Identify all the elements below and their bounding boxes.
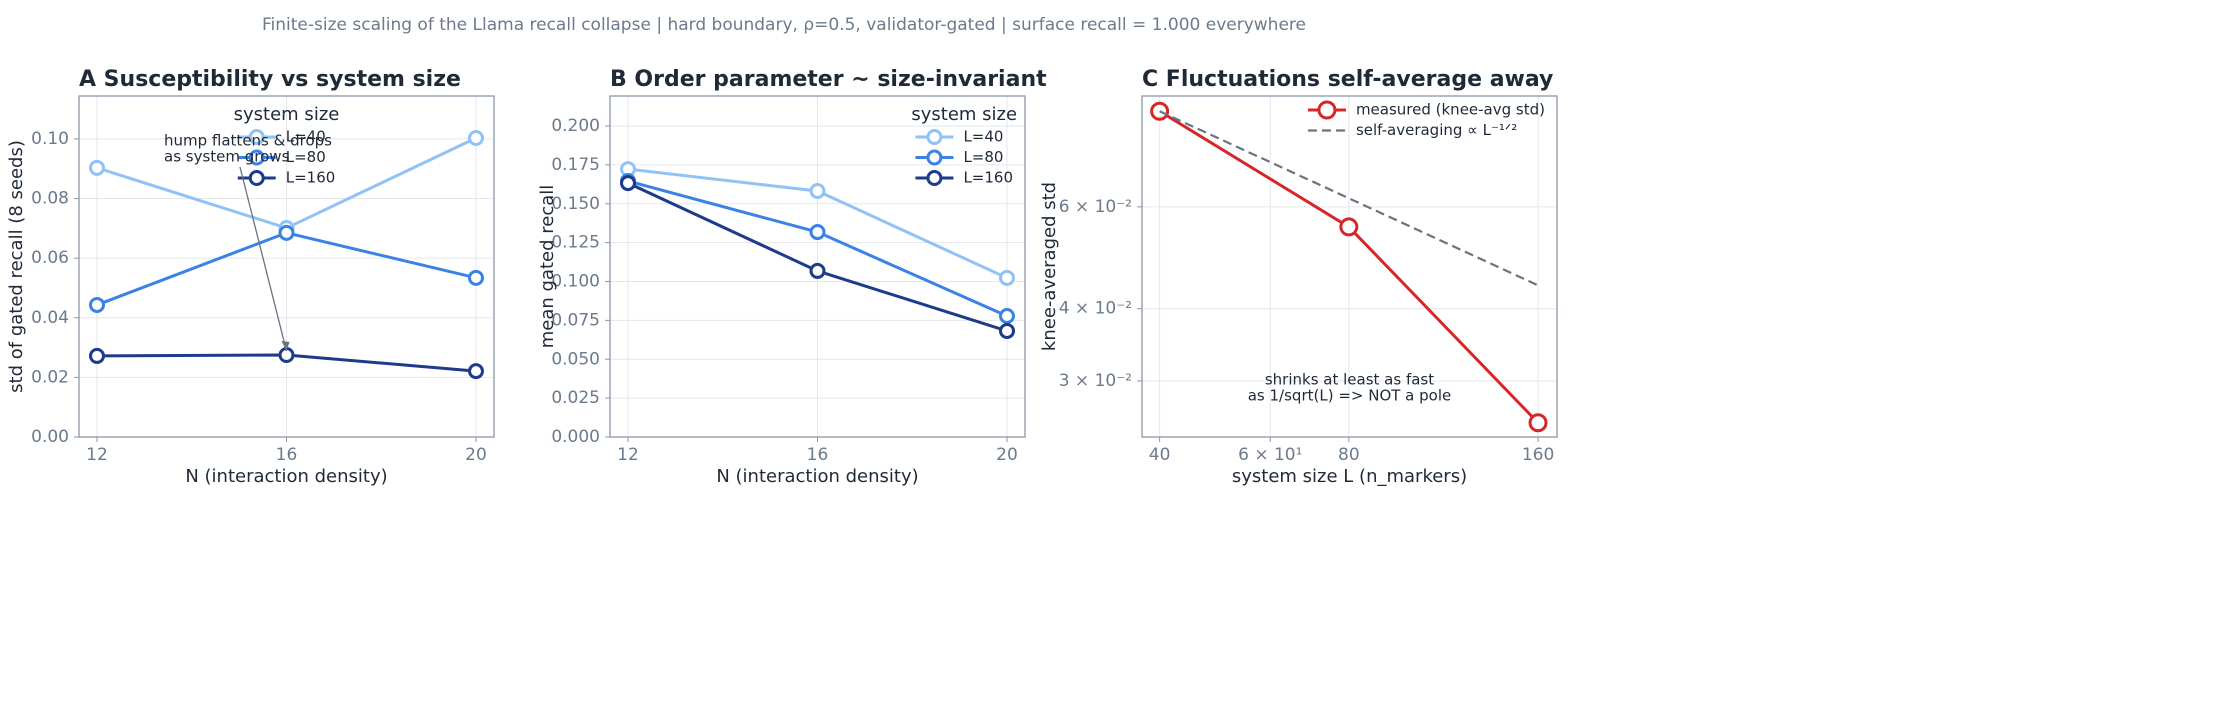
x-tick-label: 16 — [807, 445, 829, 465]
x-tick-label: 160 — [1522, 445, 1554, 465]
data-point — [89, 296, 106, 313]
x-tick-label: 20 — [996, 445, 1018, 465]
y-axis-label: mean gated recall — [537, 185, 558, 349]
y-tick-label: 0.10 — [31, 129, 69, 149]
y-tick-label: 0.025 — [551, 388, 600, 408]
y-tick-label: 0.02 — [31, 367, 69, 387]
data-point — [809, 183, 826, 200]
annotation: as 1/sqrt(L) => NOT a pole — [1248, 387, 1452, 405]
y-tick-label: 0.100 — [551, 272, 600, 292]
legend-marker — [926, 170, 943, 186]
axes-frame — [78, 95, 495, 438]
axes-frame — [1141, 95, 1558, 438]
legend: L=40 L=80 L=160 system size — [234, 104, 340, 187]
legend-label: L=80 — [286, 148, 326, 166]
annotation-arrowhead — [281, 341, 290, 352]
y-tick-label: 6 × 10⁻² — [1059, 197, 1132, 217]
panel-title: C Fluctuations self-average away — [1142, 67, 1553, 92]
legend-label: L=80 — [963, 148, 1003, 166]
y-tick-label: 0.050 — [551, 349, 600, 369]
legend: measured (knee-avg std) self-averaging ∝ … — [1307, 100, 1545, 139]
y-tick-label: 0.150 — [551, 194, 600, 214]
y-tick-label: 0.175 — [551, 155, 600, 175]
data-point — [89, 347, 106, 364]
x-axis-label: system size L (n_markers) — [1232, 466, 1467, 487]
y-tick-label: 0.06 — [31, 248, 69, 268]
x-axis-label: N (interaction density) — [185, 466, 387, 487]
x-axis-label: N (interaction density) — [716, 466, 918, 487]
legend-marker — [248, 149, 265, 166]
data-point — [1528, 413, 1548, 433]
x-tick-label: 40 — [1149, 445, 1171, 465]
annotation: as system grows — [164, 148, 290, 166]
legend-label: L=40 — [963, 128, 1003, 146]
y-tick-label: 4 × 10⁻² — [1059, 299, 1132, 319]
x-tick-label: 6 × 10¹ — [1238, 445, 1302, 465]
y-tick-label: 0.075 — [551, 310, 600, 330]
legend-marker — [1317, 100, 1337, 120]
x-tick-label: 12 — [617, 445, 639, 465]
data-point — [809, 262, 826, 279]
legend-label: measured (knee-avg std) — [1356, 101, 1545, 119]
data-point — [998, 322, 1015, 339]
data-point — [1339, 217, 1359, 237]
annotation: hump flattens & drops — [164, 132, 332, 150]
data-point — [809, 224, 826, 241]
legend-label: L=40 — [286, 128, 326, 146]
y-axis-label: std of gated recall (8 seeds) — [6, 140, 27, 393]
x-tick-label: 12 — [86, 445, 108, 465]
legend-label: self-averaging ∝ L⁻¹ᐟ² — [1356, 121, 1517, 139]
y-tick-label: 0.000 — [551, 427, 600, 447]
data-point — [467, 363, 484, 380]
y-tick-label: 0.08 — [31, 189, 69, 209]
legend-marker — [248, 170, 265, 186]
annotation-arrow — [239, 166, 288, 352]
y-tick-label: 3 × 10⁻² — [1059, 371, 1132, 391]
legend-marker — [248, 129, 265, 145]
figure-title: Finite-size scaling of the Llama recall … — [262, 15, 1306, 35]
data-point — [467, 130, 484, 147]
annotation: shrinks at least as fast — [1265, 371, 1434, 389]
data-point — [998, 308, 1015, 325]
y-tick-label: 0.200 — [551, 116, 600, 136]
data-point — [620, 175, 637, 192]
legend-marker — [926, 129, 943, 145]
data-point — [278, 224, 295, 241]
y-tick-label: 0.125 — [551, 233, 600, 253]
axes-frame — [609, 95, 1026, 438]
data-point — [998, 269, 1015, 286]
legend-label: L=160 — [286, 169, 336, 187]
data-point — [467, 269, 484, 286]
x-tick-label: 16 — [276, 445, 298, 465]
y-tick-label: 0.00 — [31, 427, 69, 447]
data-point — [89, 159, 106, 176]
panel-title: A Susceptibility vs system size — [79, 67, 461, 92]
y-tick-label: 0.04 — [31, 308, 69, 328]
legend-marker — [926, 149, 943, 166]
y-axis-label: knee-averaged std — [1039, 182, 1060, 351]
x-tick-label: 80 — [1338, 445, 1360, 465]
panel-title: B Order parameter ~ size-invariant — [610, 67, 1047, 92]
x-tick-label: 20 — [465, 445, 487, 465]
legend: L=40 L=80 L=160 system size — [911, 104, 1017, 187]
legend-title: system size — [911, 104, 1017, 125]
legend-title: system size — [234, 104, 340, 125]
legend-label: L=160 — [963, 169, 1013, 187]
